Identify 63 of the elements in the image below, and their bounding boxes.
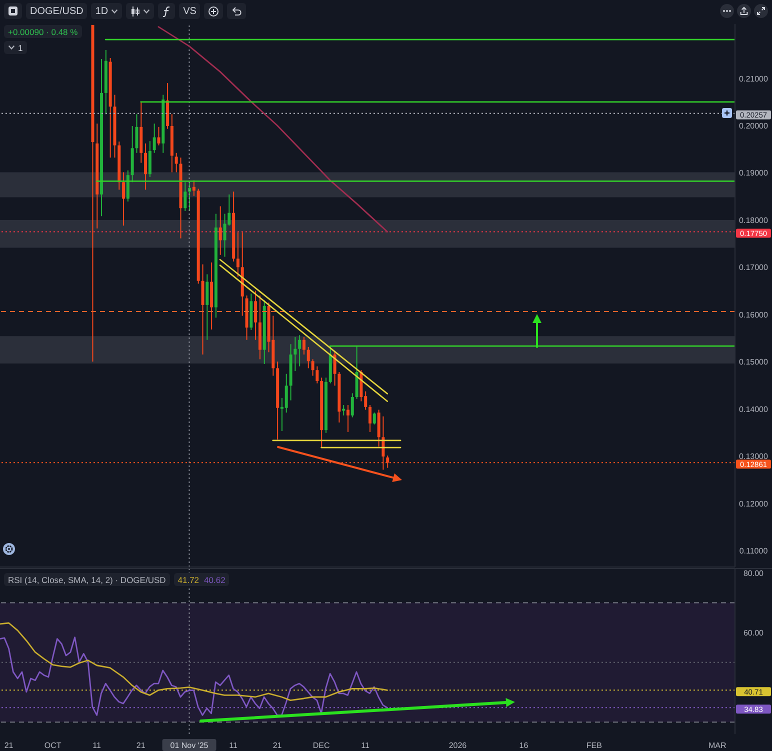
candlestick — [294, 336, 297, 372]
y-tick-label: 80.00 — [743, 568, 764, 578]
text: VS — [183, 6, 196, 16]
x-tick-label: 21 — [136, 741, 146, 750]
candlestick — [372, 412, 376, 425]
text: RSI (14, Close, SMA, 14, 2) · DOGE/USD — [8, 574, 166, 584]
y-tick-label: 0.11000 — [739, 546, 768, 556]
candlestick — [206, 274, 209, 340]
candlestick — [126, 170, 130, 202]
y-tick-label: 0.14000 — [739, 404, 769, 414]
y-tick-label: 0.15000 — [739, 358, 769, 367]
candlestick — [236, 232, 240, 278]
candlestick — [368, 404, 372, 432]
x-tick-label: 16 — [519, 741, 529, 750]
candlestick — [174, 152, 178, 173]
annotation: +0.00090 · 0.48 % — [8, 26, 78, 36]
line-series — [0, 622, 388, 701]
candlestick — [350, 392, 354, 418]
x-tick-label: OCT — [44, 741, 62, 750]
x-tick-label: 11 — [229, 741, 238, 750]
candlestick — [135, 114, 138, 154]
candlestick — [302, 336, 306, 356]
candlestick — [333, 351, 336, 386]
x-tick-label: FEB — [586, 741, 602, 750]
annotation: 40.62 — [204, 574, 226, 584]
candlestick — [306, 346, 310, 369]
candlestick — [311, 358, 314, 376]
y-tick-label: 0.12000 — [739, 499, 769, 508]
candlestick — [184, 182, 187, 212]
candlestick — [192, 180, 196, 196]
candlestick — [144, 142, 148, 190]
x-tick-label: 11 — [361, 741, 370, 750]
candlestick — [316, 366, 319, 384]
candlestick — [284, 373, 288, 414]
candlestick — [122, 172, 126, 226]
x-tick-label: 11 — [92, 741, 102, 750]
candlestick — [346, 404, 350, 432]
candlestick — [218, 206, 222, 256]
y-tick-label: 0.20000 — [739, 122, 769, 131]
y-tick-label: 0.18000 — [739, 216, 769, 225]
y-tick-label: 0.19000 — [739, 168, 769, 178]
x-tick-label: 01 Nov '25 — [170, 741, 209, 750]
annotation: 41.72 — [178, 574, 200, 584]
y-tick-label: 60.00 — [743, 628, 764, 638]
y-tick-label: 0.13000 — [739, 452, 769, 462]
x-tick-label: MAR — [708, 741, 727, 750]
text: 1D — [95, 6, 108, 16]
annotation: 1 — [18, 42, 23, 52]
y-tick-label: 0.16000 — [739, 310, 769, 320]
candlestick — [148, 140, 152, 178]
candlestick — [157, 126, 160, 146]
x-tick-label: 21 — [272, 741, 282, 750]
y-tick-label: 0.21000 — [739, 74, 769, 84]
candlestick — [223, 213, 226, 258]
y-tick-label: 0.17000 — [739, 263, 769, 272]
candlestick — [298, 334, 302, 367]
x-tick-label: 2026 — [448, 741, 468, 750]
chart-title: DOGE/USD — [30, 6, 84, 16]
line-series — [158, 26, 388, 232]
x-tick-label: DEC — [312, 741, 330, 750]
candlestick — [254, 290, 258, 340]
candlestick — [152, 123, 156, 154]
x-tick-label: 21 — [4, 741, 14, 750]
